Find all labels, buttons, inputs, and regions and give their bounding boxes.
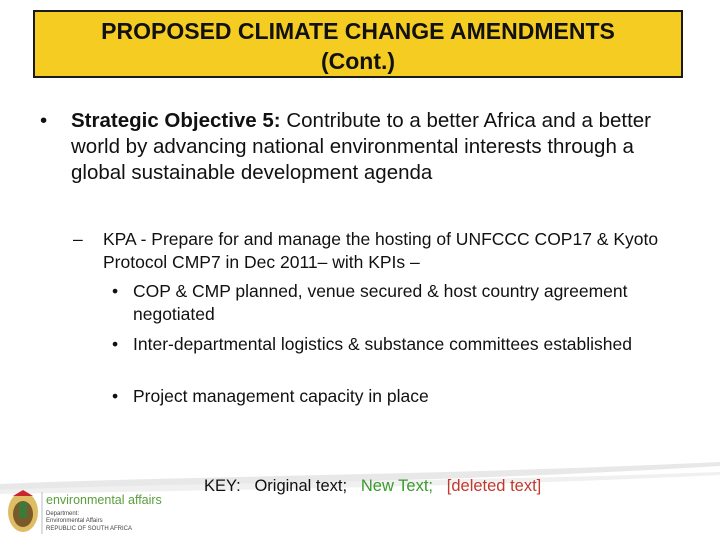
key-original: Original text; bbox=[254, 477, 348, 495]
bullet-icon: • bbox=[40, 109, 48, 132]
key-new-text: New Text; bbox=[360, 477, 433, 495]
coat-of-arms-icon bbox=[8, 490, 38, 532]
environmental-affairs-logo: environmental affairs Department: Enviro… bbox=[4, 488, 179, 536]
kpa-text: KPA - Prepare for and manage the hosting… bbox=[103, 229, 659, 272]
kpi-text: Inter-departmental logistics & substance… bbox=[133, 334, 632, 354]
slide-title-line2: (Cont.) bbox=[320, 48, 396, 74]
logo-brand-text: environmental affairs bbox=[46, 493, 162, 507]
objective-label: Strategic Objective 5: bbox=[71, 109, 281, 132]
kpa-item: – KPA - Prepare for and manage the hosti… bbox=[73, 228, 693, 274]
kpi-item: • COP & CMP planned, venue secured & hos… bbox=[112, 280, 672, 326]
footer-swoosh-decoration bbox=[0, 462, 720, 494]
key-deleted-text: [deleted text] bbox=[446, 477, 542, 495]
svg-text:Department:: Department: bbox=[46, 511, 79, 517]
kpi-text: Project management capacity in place bbox=[133, 386, 429, 406]
svg-text:Environmental Affairs: Environmental Affairs bbox=[46, 518, 103, 524]
objective-text: Strategic Objective 5: Contribute to a b… bbox=[71, 108, 680, 186]
bullet-icon: • bbox=[112, 386, 119, 406]
bullet-icon: • bbox=[112, 334, 119, 354]
kpi-item: • Inter-departmental logistics & substan… bbox=[112, 333, 672, 356]
dash-icon: – bbox=[73, 229, 83, 249]
slide-footer: environmental affairs Department: Enviro… bbox=[0, 462, 720, 540]
bullet-icon: • bbox=[112, 281, 119, 301]
kpi-text: COP & CMP planned, venue secured & host … bbox=[133, 281, 628, 324]
objective-bullet-item: • Strategic Objective 5: Contribute to a… bbox=[40, 108, 680, 186]
slide-title-line1: PROPOSED CLIMATE CHANGE AMENDMENTS bbox=[101, 18, 615, 44]
svg-text:REPUBLIC OF SOUTH AFRICA: REPUBLIC OF SOUTH AFRICA bbox=[46, 526, 132, 532]
text-color-key: KEY: Original text; New Text; [deleted t… bbox=[204, 476, 541, 496]
key-prefix: KEY: bbox=[204, 477, 241, 495]
slide-title-box: PROPOSED CLIMATE CHANGE AMENDMENTS (Cont… bbox=[33, 10, 683, 78]
kpi-item: • Project management capacity in place bbox=[112, 385, 672, 408]
objective-description: Contribute to a better Africa and a bett… bbox=[71, 109, 652, 184]
